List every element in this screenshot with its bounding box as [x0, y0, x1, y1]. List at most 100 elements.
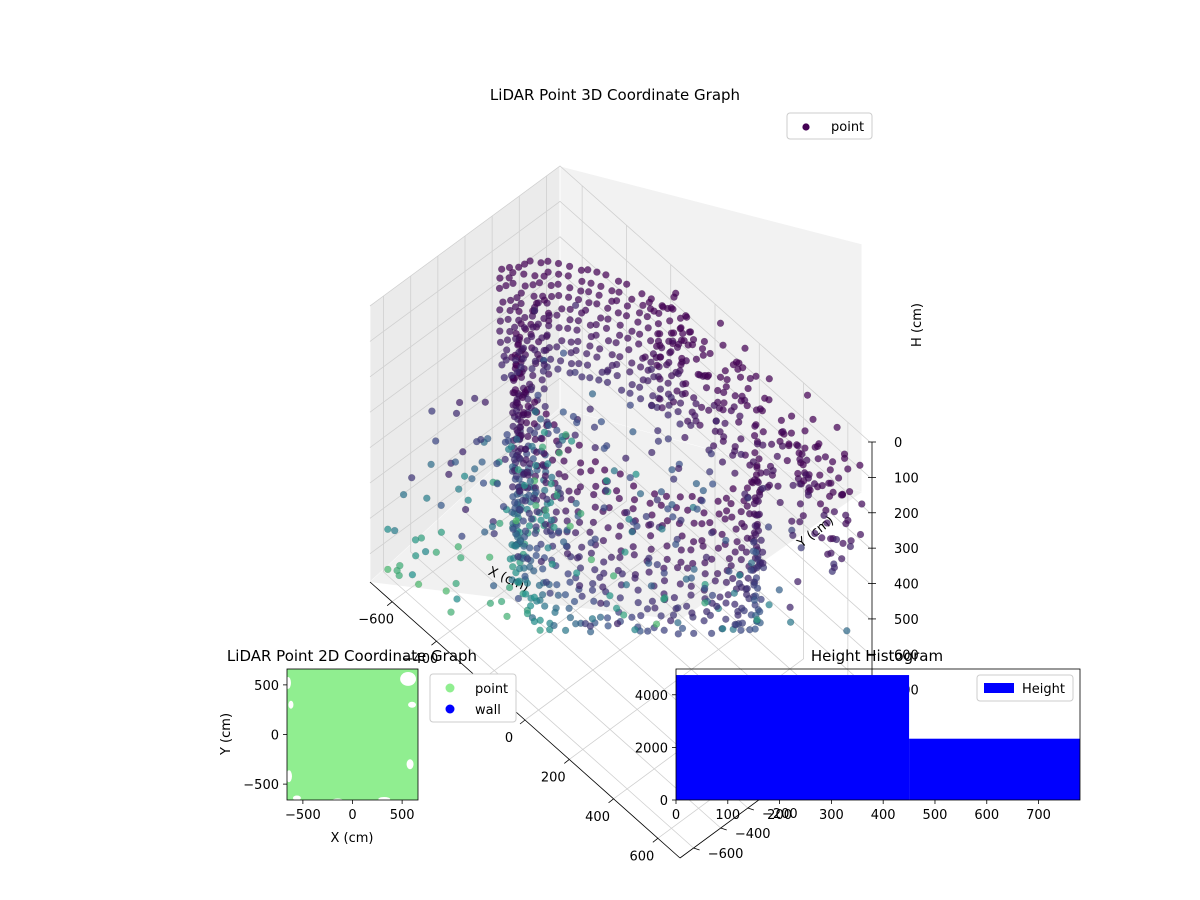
point-3d: [635, 330, 644, 338]
point-3d: [759, 559, 767, 567]
point-3d: [567, 359, 576, 368]
point-3d: [731, 392, 739, 400]
x-tick-label-hist: 400: [871, 808, 896, 823]
point-3d: [516, 487, 524, 495]
point-3d: [524, 555, 532, 563]
point-3d: [576, 459, 585, 467]
point-3d: [678, 624, 687, 633]
point-3d: [660, 595, 668, 603]
point-3d: [700, 617, 708, 625]
point-3d: [505, 583, 514, 592]
chart2d-ylabel: Y (cm): [219, 713, 234, 756]
plot-area-2d: [287, 669, 418, 800]
point-3d: [561, 626, 570, 635]
point-3d: [698, 345, 707, 353]
point-3d: [575, 581, 584, 590]
point-3d: [830, 563, 839, 572]
point-3d: [499, 502, 508, 511]
point-3d: [604, 304, 612, 312]
point-3d: [489, 582, 498, 590]
point-3d: [676, 580, 684, 588]
point-3d: [731, 600, 739, 608]
point-3d: [452, 579, 460, 588]
point-3d: [602, 486, 610, 494]
uncovered-area: [408, 701, 417, 708]
point-3d: [616, 594, 624, 602]
point-3d: [810, 480, 819, 488]
point-3d: [783, 456, 791, 465]
uncovered-area: [292, 795, 301, 800]
point-3d: [666, 317, 674, 325]
point-3d: [820, 511, 828, 520]
point-3d: [628, 528, 636, 536]
point-3d: [553, 311, 561, 319]
point-3d: [493, 480, 502, 488]
x-tick-label-hist: 300: [819, 808, 844, 823]
z-axis-label: H (cm): [910, 303, 925, 347]
point-3d: [529, 455, 537, 463]
point-3d: [729, 574, 737, 583]
point-3d: [713, 569, 722, 578]
point-3d: [750, 431, 759, 440]
point-3d: [595, 376, 603, 384]
point-3d: [751, 449, 759, 457]
point-3d: [687, 546, 695, 554]
point-3d: [656, 395, 664, 403]
point-3d: [775, 586, 783, 594]
point-3d: [566, 316, 574, 324]
chart3d-title: LiDAR Point 3D Coordinate Graph: [490, 86, 740, 104]
point-3d: [765, 375, 773, 383]
point-3d: [657, 612, 665, 620]
point-3d: [716, 373, 725, 381]
point-3d: [555, 470, 563, 478]
point-3d: [818, 481, 826, 490]
point-3d: [719, 437, 727, 445]
z-tick-label: 600: [894, 648, 919, 663]
point-3d: [532, 551, 540, 560]
point-3d: [507, 371, 516, 380]
point-3d: [769, 466, 777, 475]
point-3d: [721, 367, 729, 375]
point-3d: [676, 399, 685, 407]
point-3d: [647, 545, 655, 553]
point-3d: [499, 298, 507, 306]
point-3d: [706, 349, 714, 358]
point-3d: [708, 529, 716, 537]
point-3d: [586, 374, 594, 382]
point-3d: [597, 314, 605, 322]
z-tick-label: 400: [894, 578, 919, 593]
point-3d: [537, 557, 545, 566]
point-3d: [654, 437, 663, 445]
point-3d: [821, 453, 830, 461]
point-3d: [690, 394, 698, 402]
point-3d: [578, 277, 586, 286]
point-3d: [546, 355, 555, 363]
point-3d: [738, 544, 746, 552]
point-3d: [515, 263, 523, 271]
point-3d: [538, 434, 546, 443]
point-3d: [602, 271, 610, 279]
point-3d: [552, 508, 560, 516]
point-3d: [681, 433, 689, 442]
point-3d: [590, 490, 598, 499]
point-3d: [596, 613, 605, 621]
x-tick-label: 200: [541, 770, 566, 785]
point-3d: [479, 479, 488, 487]
point-3d: [730, 589, 738, 597]
point-3d: [432, 548, 440, 556]
point-3d: [636, 363, 645, 371]
point-3d: [591, 443, 599, 452]
point-3d: [537, 516, 545, 524]
point-3d: [528, 442, 536, 451]
point-3d: [521, 282, 529, 290]
point-3d: [583, 350, 591, 358]
point-3d: [576, 468, 585, 476]
point-3d: [674, 370, 682, 378]
point-3d: [461, 505, 470, 514]
point-3d: [716, 319, 725, 327]
point-3d: [537, 540, 545, 548]
point-3d: [650, 373, 658, 381]
point-3d: [460, 472, 469, 480]
legend-3d-label: point: [831, 120, 864, 135]
y-tick: [720, 827, 727, 831]
